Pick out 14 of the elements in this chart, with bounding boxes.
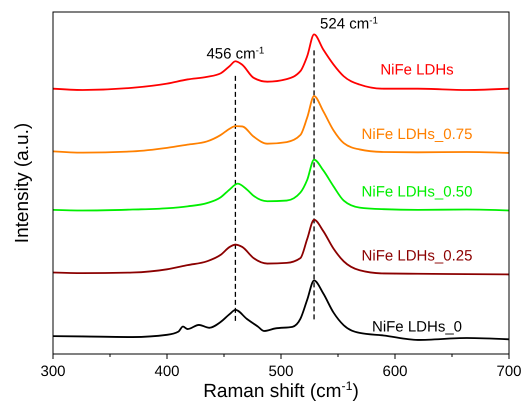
x-tick-label: 700	[496, 363, 522, 380]
y-axis-title: Intensity (a.u.)	[12, 122, 33, 244]
series-label: NiFe LDHs	[380, 62, 454, 79]
series-label: NiFe LDHs_0.25	[362, 247, 472, 264]
series-label: NiFe LDHs_0	[372, 318, 462, 336]
x-tick-label: 600	[382, 363, 408, 380]
x-tick-label: 500	[268, 363, 294, 380]
ref-line-label: 524 cm$^{-1}$	[320, 14, 378, 32]
x-tick-label: 300	[40, 363, 66, 380]
ref-line-label: 456 cm$^{-1}$	[206, 45, 264, 63]
x-tick-label: 400	[154, 363, 180, 380]
series-label: NiFe LDHs_0.50	[362, 183, 472, 200]
series-label: NiFe LDHs_0.75	[362, 126, 472, 143]
x-axis-title: Raman shift (cm$^{-1}$)	[203, 379, 359, 402]
